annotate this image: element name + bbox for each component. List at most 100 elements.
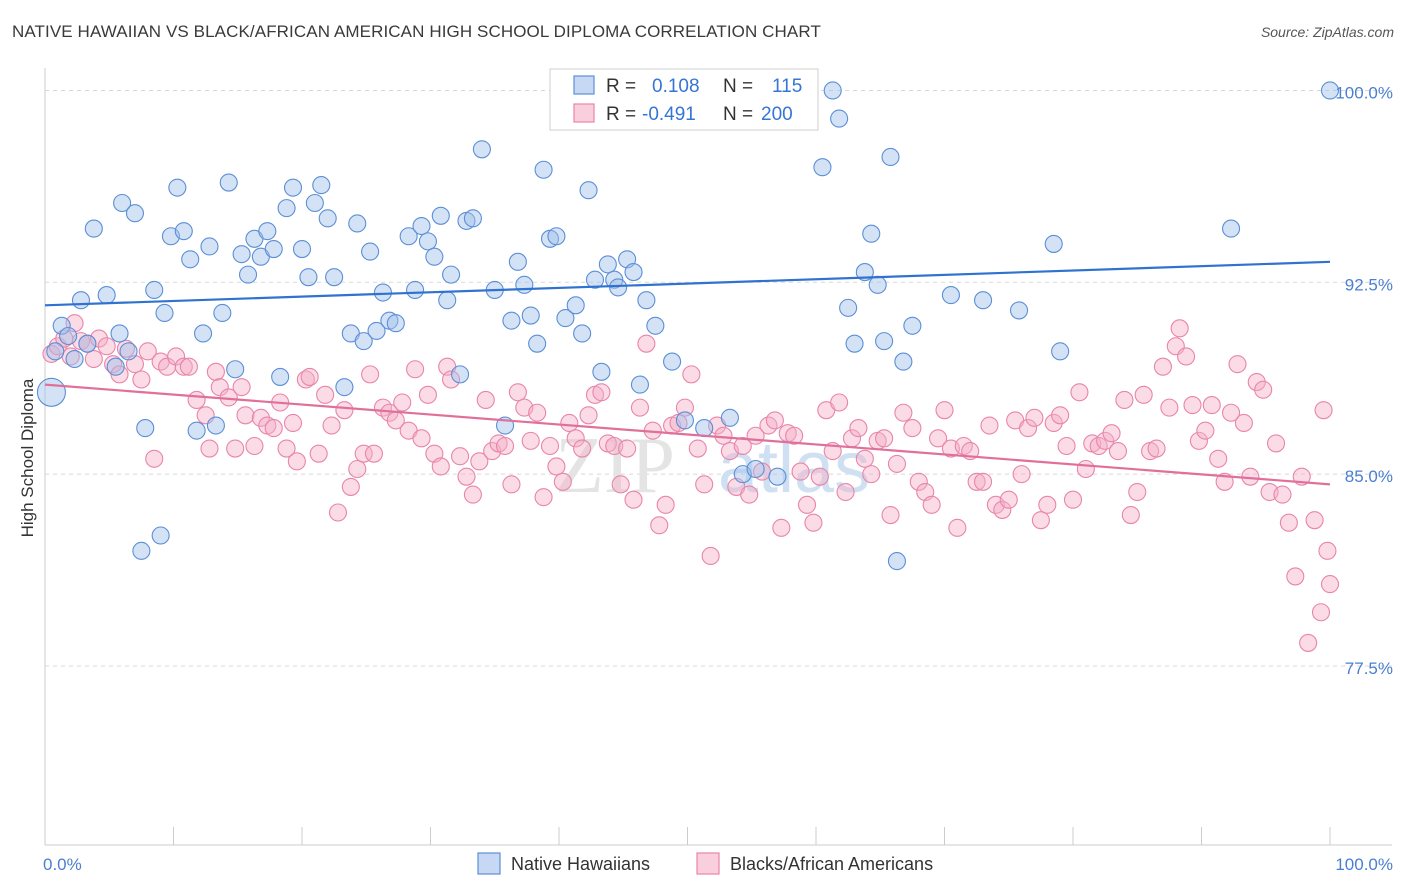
nh-point	[1051, 342, 1070, 361]
nh-point	[630, 375, 650, 394]
baa-point	[138, 342, 157, 361]
baa-point	[785, 426, 804, 445]
baa-point	[688, 439, 707, 458]
baa-point	[1320, 575, 1340, 594]
nh-point	[151, 526, 170, 545]
nh-point	[592, 362, 611, 381]
baa-point	[1057, 436, 1076, 456]
baa-point	[277, 439, 296, 458]
nh-point	[579, 181, 598, 200]
nh-point	[312, 176, 331, 195]
baa-point	[948, 518, 967, 537]
nh-point	[299, 268, 318, 287]
nh-point	[136, 419, 155, 438]
baa-point	[1209, 449, 1228, 468]
nh-point	[768, 467, 787, 486]
baa-point	[810, 467, 829, 486]
nh-point	[219, 173, 238, 192]
baa-point	[1051, 406, 1070, 425]
nh-point	[386, 314, 405, 333]
baa-point	[1196, 421, 1215, 440]
baa-point	[894, 403, 913, 422]
baa-point	[547, 457, 566, 476]
baa-point	[993, 500, 1012, 519]
y-tick-label-0: 77.5%	[1345, 659, 1393, 678]
nh-point	[412, 216, 431, 236]
baa-point	[1044, 413, 1063, 433]
baa-point	[1076, 459, 1095, 479]
series-legend: Native Hawaiians Blacks/African American…	[477, 852, 933, 875]
nh-point	[367, 321, 386, 340]
nh-point	[46, 342, 65, 361]
nh-point	[813, 158, 832, 177]
nh-point	[187, 421, 206, 440]
y-axis-label: High School Diploma	[18, 378, 37, 537]
baa-point	[328, 503, 348, 522]
nh-point	[508, 252, 527, 271]
nh-point	[887, 552, 907, 571]
nh-point	[361, 242, 380, 261]
baa-point	[1153, 357, 1172, 376]
watermark-zip: ZIP	[555, 422, 675, 510]
nh-point	[110, 324, 129, 343]
baa-point	[630, 398, 650, 417]
baa-point	[1031, 511, 1050, 530]
baa-point	[765, 411, 784, 430]
nh-point	[52, 316, 71, 335]
nh-point	[862, 224, 881, 243]
baa-point	[348, 459, 367, 479]
baa-point	[553, 472, 572, 491]
baa-point	[132, 370, 151, 389]
series-blacks-african-americans	[42, 314, 1340, 652]
nh-point	[373, 283, 393, 302]
nh-point	[226, 360, 245, 379]
nh-point	[264, 239, 283, 259]
baa-point	[1311, 603, 1331, 622]
baa-point	[1305, 511, 1324, 530]
baa-point	[361, 365, 380, 384]
nh-point	[71, 291, 91, 310]
baa-point	[772, 518, 791, 537]
legend-box	[549, 68, 819, 131]
baa-point	[89, 329, 109, 348]
baa-point	[1228, 355, 1247, 374]
nh-point	[206, 416, 225, 435]
baa-point	[226, 439, 245, 458]
baa-point	[457, 467, 476, 486]
nh-point	[463, 209, 482, 228]
baa-point	[791, 462, 810, 481]
nh-point	[875, 332, 894, 351]
baa-point	[1299, 633, 1318, 652]
bottom-legend-swatch-pink	[696, 852, 720, 875]
baa-point	[300, 367, 319, 386]
baa-point	[1070, 383, 1089, 402]
nh-point	[573, 324, 592, 343]
nh-point	[521, 306, 540, 325]
baa-point	[534, 488, 553, 507]
nh-point	[354, 332, 373, 351]
chart-title: NATIVE HAWAIIAN VS BLACK/AFRICAN AMERICA…	[12, 22, 821, 41]
baa-point	[316, 385, 335, 404]
baa-point	[354, 444, 373, 463]
baa-point	[675, 398, 694, 417]
nh-point	[145, 280, 164, 300]
baa-point	[573, 439, 592, 458]
nh-point	[720, 408, 739, 427]
baa-point	[145, 449, 164, 468]
baa-point	[502, 475, 521, 494]
baa-point	[973, 472, 993, 491]
baa-point	[887, 454, 907, 473]
baa-point	[406, 360, 425, 379]
baa-point	[830, 393, 849, 412]
baa-point	[624, 490, 643, 509]
legend-r-value-2: -0.491	[642, 104, 696, 125]
baa-point	[431, 457, 450, 476]
baa-point	[1012, 465, 1031, 484]
nh-point	[258, 222, 277, 241]
nh-point	[194, 324, 213, 343]
baa-point	[1018, 419, 1038, 438]
nh-point	[113, 193, 132, 213]
nh-point	[78, 334, 97, 353]
nh-point	[1320, 81, 1340, 100]
nh-point	[431, 206, 450, 225]
